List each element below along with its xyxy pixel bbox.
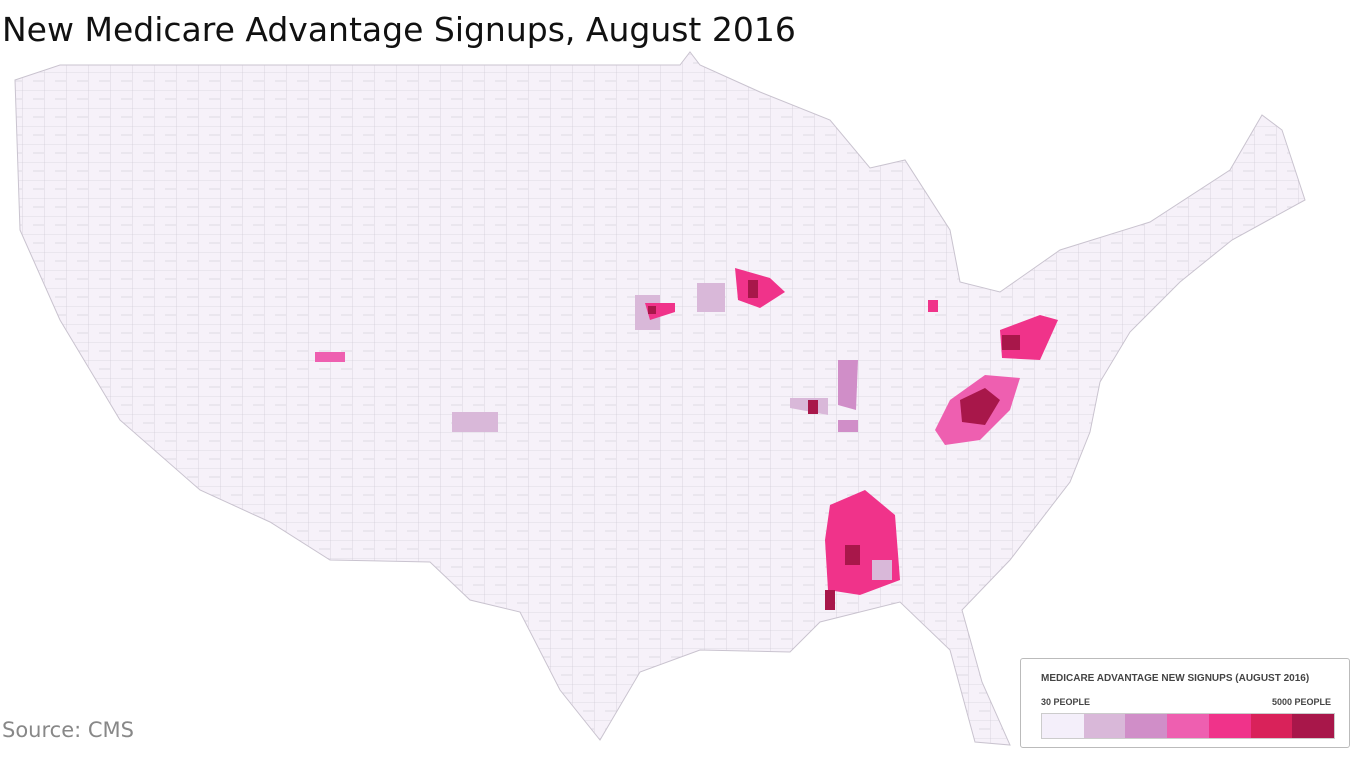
legend-swatch	[1292, 714, 1335, 738]
us-outline	[14, 51, 1306, 746]
county-cluster	[838, 420, 858, 432]
legend-swatch	[1167, 714, 1209, 738]
county-cluster	[315, 352, 345, 362]
legend-swatch	[1125, 714, 1168, 738]
legend-title: MEDICARE ADVANTAGE NEW SIGNUPS (AUGUST 2…	[1041, 673, 1310, 684]
county-cluster	[452, 412, 498, 432]
county-cluster	[838, 360, 858, 410]
legend-swatch	[1042, 714, 1084, 738]
county-cluster	[735, 268, 785, 308]
county-cluster	[697, 283, 725, 312]
legend-max-label: 5000 PEOPLE	[1271, 697, 1331, 707]
county-cluster	[928, 300, 938, 312]
legend: MEDICARE ADVANTAGE NEW SIGNUPS (AUGUST 2…	[1020, 658, 1350, 748]
county-cluster	[808, 400, 818, 414]
county-cluster	[960, 388, 1000, 425]
legend-min-label: 30 PEOPLE	[1041, 697, 1091, 707]
county-cluster	[1002, 335, 1020, 350]
county-cluster	[872, 560, 892, 580]
county-cluster	[825, 590, 835, 610]
county-cluster	[648, 306, 656, 314]
legend-swatch	[1250, 714, 1293, 738]
highlighted-counties	[315, 268, 1058, 652]
county-cluster	[845, 545, 860, 565]
county-cluster	[980, 640, 992, 652]
legend-swatch	[1083, 714, 1126, 738]
legend-swatch	[1208, 714, 1251, 738]
map-title: New Medicare Advantage Signups, August 2…	[2, 10, 796, 49]
legend-scale	[1041, 713, 1335, 739]
source-note: Source: CMS	[2, 718, 134, 742]
county-cluster	[748, 280, 758, 298]
